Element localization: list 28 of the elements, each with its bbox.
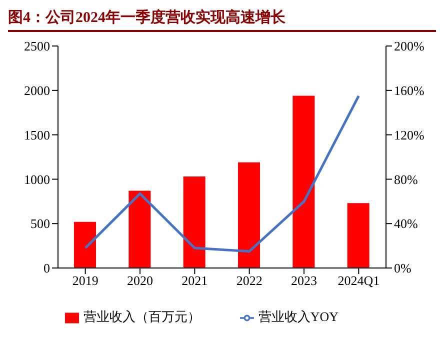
bar bbox=[347, 203, 370, 268]
y2-tick-label: 160% bbox=[394, 83, 424, 98]
y2-tick-label: 40% bbox=[394, 216, 418, 232]
y2-tick-label: 80% bbox=[394, 172, 418, 187]
chart-title: 图4：公司2024年一季度营收实现高速增长 bbox=[8, 8, 436, 32]
line-series bbox=[84, 94, 360, 253]
legend-label: 营业收入YOY bbox=[258, 309, 339, 324]
bar bbox=[292, 96, 315, 268]
y2-tick-label: 0% bbox=[394, 260, 412, 276]
y-tick-label: 1000 bbox=[24, 172, 50, 187]
bar bbox=[74, 222, 96, 268]
y2-tick-label: 200% bbox=[394, 38, 424, 54]
legend-label: 营业收入（百万元） bbox=[83, 309, 200, 324]
y-tick-label: 500 bbox=[30, 216, 50, 232]
x-tick-label: 2022 bbox=[236, 273, 262, 288]
x-tick-label: 2020 bbox=[127, 273, 153, 288]
x-tick-label: 2021 bbox=[182, 273, 208, 288]
y-tick-label: 2000 bbox=[24, 83, 50, 98]
x-tick-label: 2024Q1 bbox=[338, 273, 380, 288]
bar bbox=[183, 176, 206, 268]
x-tick-label: 2019 bbox=[72, 273, 98, 288]
y-tick-label: 1500 bbox=[24, 127, 50, 142]
x-tick-label: 2023 bbox=[291, 273, 317, 288]
bar bbox=[238, 162, 260, 268]
y-tick-label: 2500 bbox=[24, 38, 50, 54]
y2-tick-label: 120% bbox=[394, 127, 424, 142]
bar bbox=[128, 190, 151, 268]
y-tick-label: 0 bbox=[44, 260, 50, 276]
